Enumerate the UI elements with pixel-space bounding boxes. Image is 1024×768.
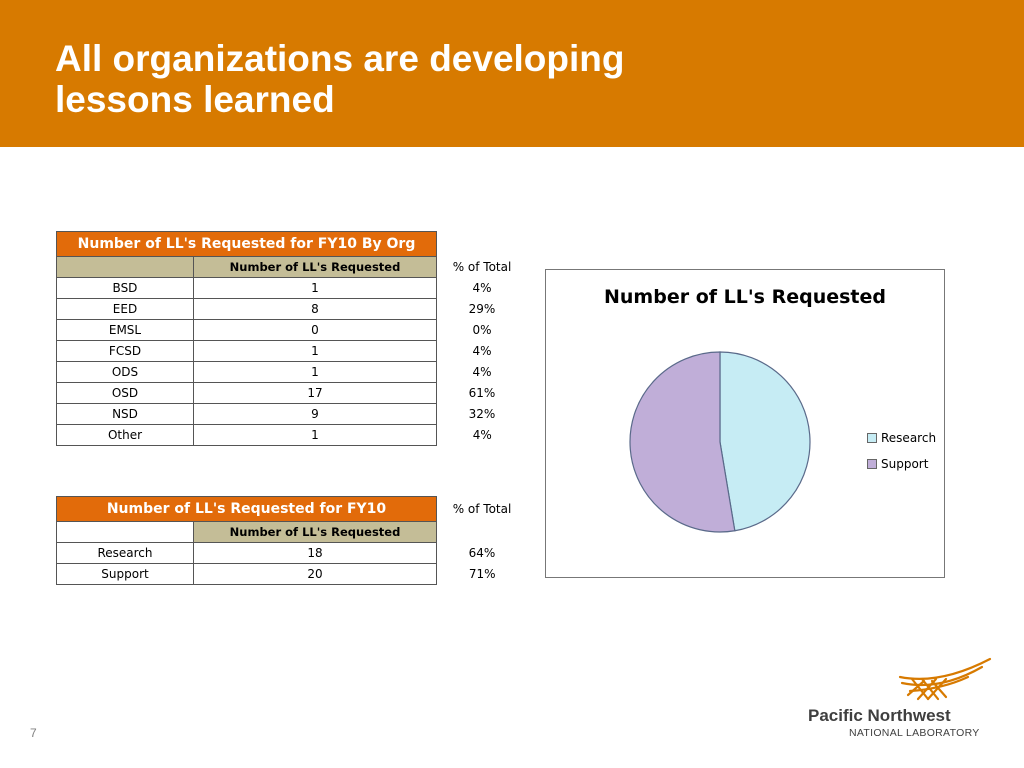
row-percent: 4%: [472, 365, 492, 379]
table-row: Research 18 64%: [56, 542, 528, 564]
row-label: ODS: [56, 361, 194, 383]
table-row: Other 1 4%: [56, 424, 528, 446]
row-requested: 0: [193, 319, 437, 341]
row-requested: 1: [193, 361, 437, 383]
table-row: EED 8 29%: [56, 298, 528, 320]
row-percent: 64%: [468, 546, 496, 560]
row-requested: 1: [193, 277, 437, 299]
legend-swatch-support: [867, 459, 877, 469]
blank-header-cell: [56, 521, 194, 543]
ll-by-org-table-title: Number of LL's Requested for FY10 By Org: [56, 231, 437, 257]
table-row: FCSD 1 4%: [56, 340, 528, 362]
percent-column-header: % of Total: [452, 260, 512, 274]
percent-column-header: % of Total: [452, 502, 512, 516]
ll-fy10-table: Number of LL's Requested for FY10 % of T…: [56, 496, 528, 585]
ll-by-org-table-body: BSD 1 4% EED 8 29% EMSL 0 0% FCSD 1 4% ODS 1 4% OSD 17 61…: [56, 277, 528, 446]
row-label: EED: [56, 298, 194, 320]
row-requested: 9: [193, 403, 437, 425]
pie-slice-support: [629, 351, 736, 533]
row-requested: 1: [193, 340, 437, 362]
requested-column-header: Number of LL's Requested: [193, 521, 437, 543]
row-label: Other: [56, 424, 194, 446]
logo-text-line2: NATIONAL LABORATORY: [849, 727, 980, 739]
title-banner: All organizations are developing lessons…: [0, 0, 1024, 147]
row-requested: 8: [193, 298, 437, 320]
chart-legend: Research Support: [867, 425, 936, 477]
table-row: NSD 9 32%: [56, 403, 528, 425]
row-requested: 20: [193, 563, 437, 585]
pie-chart-canvas: [629, 351, 811, 533]
slide-title-line1: All organizations are developing: [55, 38, 625, 79]
row-label: FCSD: [56, 340, 194, 362]
row-label: NSD: [56, 403, 194, 425]
row-label: Research: [56, 542, 194, 564]
legend-swatch-research: [867, 433, 877, 443]
row-percent: 61%: [468, 386, 496, 400]
ll-fy10-table-title: Number of LL's Requested for FY10: [56, 496, 437, 522]
pie-chart: Number of LL's Requested Research Suppor…: [545, 269, 945, 578]
row-percent: 0%: [472, 323, 492, 337]
row-percent: 32%: [468, 407, 496, 421]
logo-text-line1: Pacific Northwest: [808, 706, 951, 725]
row-requested: 17: [193, 382, 437, 404]
pnnl-logo: Pacific Northwest NATIONAL LABORATORY: [800, 655, 1000, 745]
legend-item-research: Research: [867, 425, 936, 451]
row-label: EMSL: [56, 319, 194, 341]
row-requested: 1: [193, 424, 437, 446]
row-percent: 71%: [468, 567, 496, 581]
legend-label-research: Research: [881, 431, 937, 445]
row-percent: 4%: [472, 428, 492, 442]
pie-slice-research: [719, 351, 811, 532]
legend-label-support: Support: [881, 457, 929, 471]
table-row: EMSL 0 0%: [56, 319, 528, 341]
row-percent: 4%: [472, 344, 492, 358]
row-label: OSD: [56, 382, 194, 404]
table-row: ODS 1 4%: [56, 361, 528, 383]
row-label: BSD: [56, 277, 194, 299]
row-label: Support: [56, 563, 194, 585]
page-number: 7: [30, 726, 37, 740]
legend-item-support: Support: [867, 451, 936, 477]
row-requested: 18: [193, 542, 437, 564]
blank-header-cell: [56, 256, 194, 278]
row-percent: 4%: [472, 281, 492, 295]
requested-column-header: Number of LL's Requested: [193, 256, 437, 278]
table-row: BSD 1 4%: [56, 277, 528, 299]
table-row: Support 20 71%: [56, 563, 528, 585]
table-row: OSD 17 61%: [56, 382, 528, 404]
pnnl-logo-mark: [898, 657, 992, 701]
ll-fy10-table-body: Research 18 64% Support 20 71%: [56, 542, 528, 585]
slide-title: All organizations are developing lessons…: [55, 38, 625, 120]
ll-by-org-table: Number of LL's Requested for FY10 By Org…: [56, 231, 528, 446]
chart-title: Number of LL's Requested: [604, 286, 886, 308]
slide-title-line2: lessons learned: [55, 79, 335, 120]
row-percent: 29%: [468, 302, 496, 316]
